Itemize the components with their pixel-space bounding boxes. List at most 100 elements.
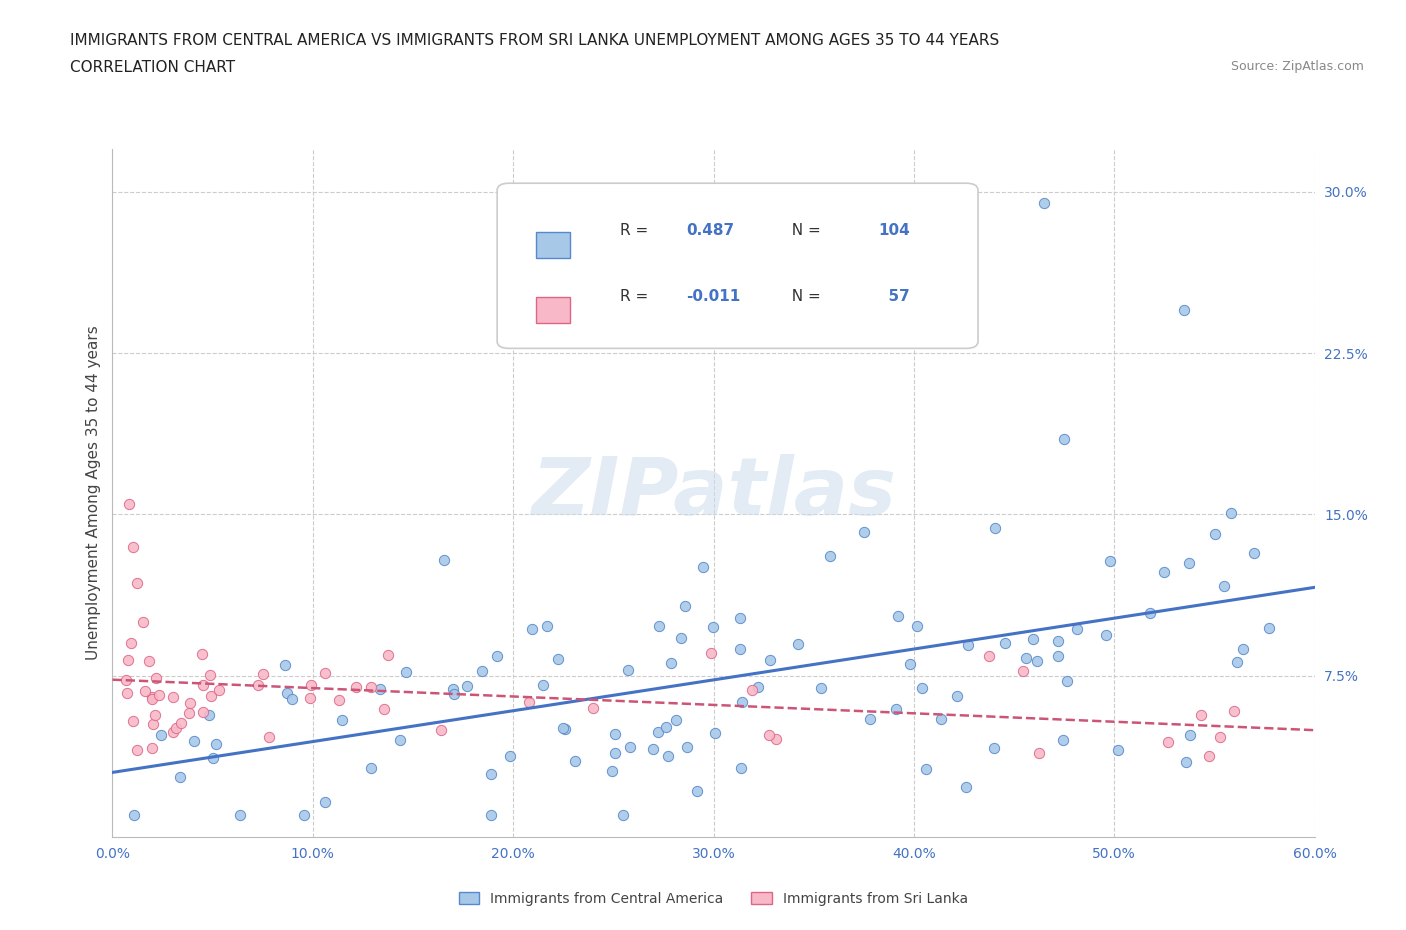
Point xyxy=(200,688,222,703)
Point xyxy=(1178,555,1201,570)
Point xyxy=(1226,655,1249,670)
Point xyxy=(142,716,165,731)
Point xyxy=(162,724,184,739)
Point xyxy=(1015,651,1038,666)
Point xyxy=(993,635,1015,650)
Point xyxy=(183,734,205,749)
Point xyxy=(114,673,136,688)
Point xyxy=(979,649,1001,664)
Text: CORRELATION CHART: CORRELATION CHART xyxy=(70,60,235,75)
Point xyxy=(131,615,153,630)
Point xyxy=(603,726,626,741)
Point xyxy=(536,618,558,633)
Point xyxy=(911,680,934,695)
Point xyxy=(169,716,191,731)
Point xyxy=(946,688,969,703)
Point xyxy=(115,686,138,701)
Text: IMMIGRANTS FROM CENTRAL AMERICA VS IMMIGRANTS FROM SRI LANKA UNEMPLOYMENT AMONG : IMMIGRANTS FROM CENTRAL AMERICA VS IMMIG… xyxy=(70,33,1000,47)
Point xyxy=(1157,734,1180,749)
Point xyxy=(344,680,367,695)
Point xyxy=(122,713,145,728)
Point xyxy=(787,636,810,651)
Point xyxy=(198,708,221,723)
Point xyxy=(190,646,212,661)
Point xyxy=(728,642,751,657)
Point xyxy=(117,653,139,668)
Point xyxy=(1052,733,1074,748)
Point xyxy=(1209,730,1232,745)
Point xyxy=(810,681,832,696)
Point xyxy=(1095,628,1118,643)
Point xyxy=(1178,727,1201,742)
Point xyxy=(486,648,509,663)
Point xyxy=(389,733,412,748)
Text: 0.487: 0.487 xyxy=(686,223,734,238)
Point xyxy=(150,727,173,742)
Point xyxy=(1139,605,1161,620)
Point xyxy=(145,671,167,685)
Point xyxy=(252,667,274,682)
Point xyxy=(603,746,626,761)
Point xyxy=(700,645,723,660)
Point xyxy=(1258,620,1281,635)
Point xyxy=(747,680,769,695)
Point xyxy=(915,762,938,777)
FancyBboxPatch shape xyxy=(498,183,979,349)
Point xyxy=(886,702,908,717)
Point xyxy=(1053,432,1076,446)
FancyBboxPatch shape xyxy=(536,232,571,259)
Point xyxy=(931,711,953,726)
Point xyxy=(1012,664,1035,679)
Point xyxy=(162,689,184,704)
Point xyxy=(1189,708,1212,723)
Point xyxy=(165,721,187,736)
Point xyxy=(330,712,353,727)
Point xyxy=(730,761,752,776)
Point xyxy=(703,725,725,740)
Text: 57: 57 xyxy=(879,288,910,303)
Point xyxy=(602,764,624,779)
Point xyxy=(1033,195,1056,210)
Point xyxy=(443,686,465,701)
Point xyxy=(1232,642,1254,657)
Point xyxy=(471,664,494,679)
Point xyxy=(617,662,640,677)
Point xyxy=(120,636,142,651)
Text: N =: N = xyxy=(782,223,825,238)
Point xyxy=(1243,546,1265,561)
Point xyxy=(905,618,928,633)
Point xyxy=(517,694,540,709)
Text: N =: N = xyxy=(782,288,825,303)
Point xyxy=(1066,621,1088,636)
Point xyxy=(551,720,574,735)
Point xyxy=(655,720,678,735)
Point xyxy=(395,664,418,679)
Point xyxy=(1025,654,1047,669)
Point xyxy=(1219,506,1241,521)
Point xyxy=(564,753,586,768)
Point xyxy=(169,769,191,784)
Point xyxy=(274,658,297,672)
Point xyxy=(134,684,156,699)
Point xyxy=(1222,703,1244,718)
Point xyxy=(456,679,478,694)
Point xyxy=(191,705,214,720)
Point xyxy=(852,525,875,539)
Text: Source: ZipAtlas.com: Source: ZipAtlas.com xyxy=(1230,60,1364,73)
Point xyxy=(1022,631,1045,646)
Point xyxy=(702,619,724,634)
Point xyxy=(141,691,163,706)
Point xyxy=(643,742,665,757)
Point xyxy=(276,685,298,700)
Point xyxy=(177,705,200,720)
Point xyxy=(759,652,782,667)
Y-axis label: Unemployment Among Ages 35 to 44 years: Unemployment Among Ages 35 to 44 years xyxy=(86,326,101,660)
FancyBboxPatch shape xyxy=(536,298,571,324)
Point xyxy=(205,737,228,751)
Point xyxy=(179,696,201,711)
Point xyxy=(554,722,576,737)
Point xyxy=(360,761,382,776)
Point xyxy=(143,708,166,723)
Point xyxy=(377,647,399,662)
Point xyxy=(481,808,503,823)
